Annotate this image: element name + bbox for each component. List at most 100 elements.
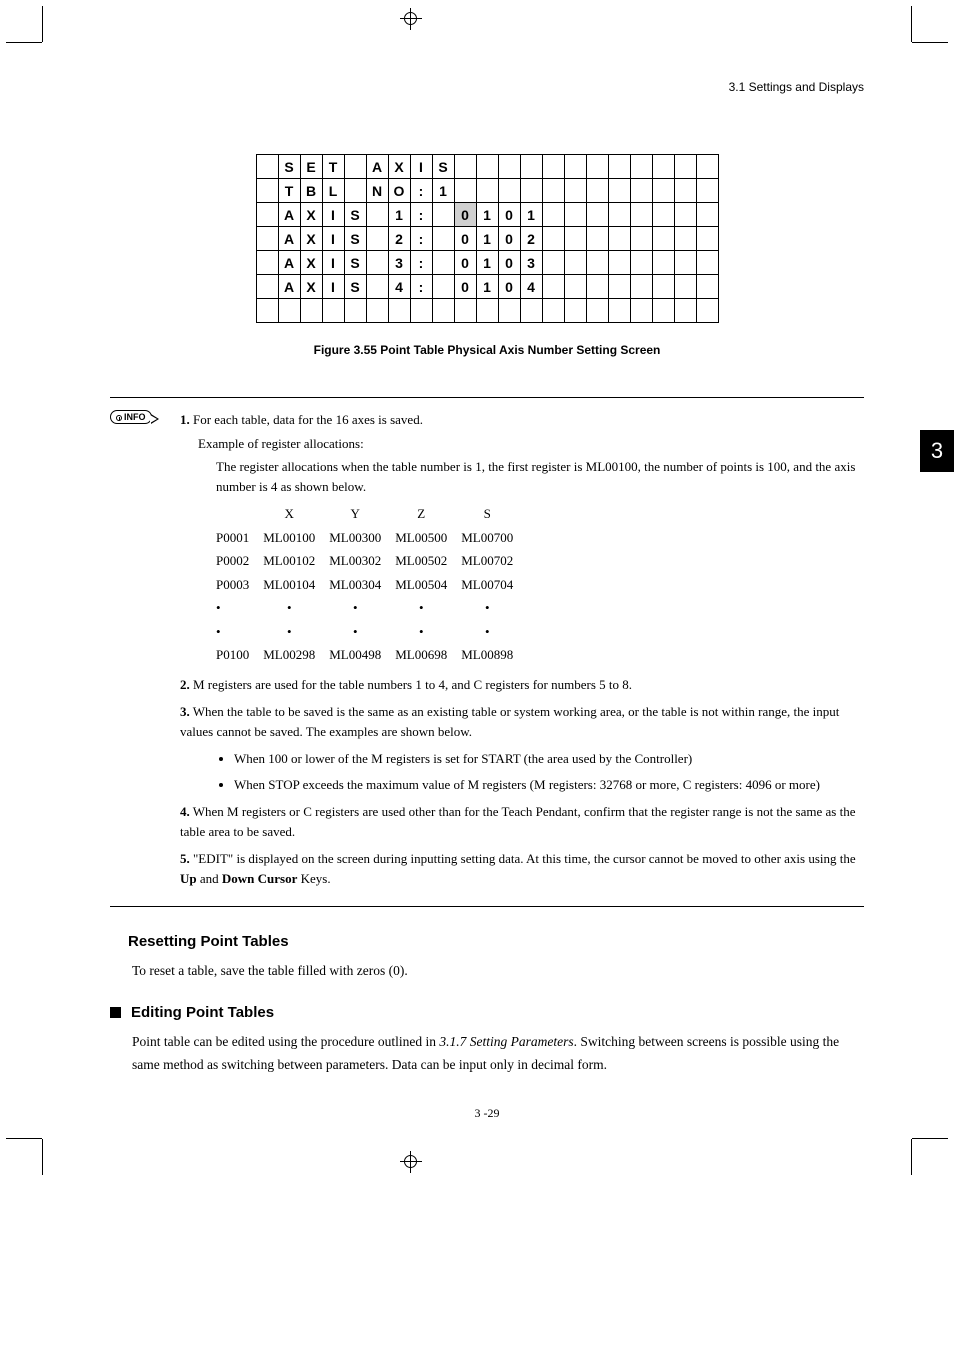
grid-cell bbox=[696, 275, 718, 299]
grid-cell: S bbox=[344, 251, 366, 275]
grid-cell: X bbox=[388, 155, 410, 179]
reg-table-cell: ML00504 bbox=[395, 573, 461, 597]
grid-cell bbox=[542, 203, 564, 227]
grid-cell bbox=[630, 299, 652, 323]
crop-mark bbox=[42, 1139, 43, 1175]
grid-cell: 0 bbox=[454, 227, 476, 251]
crop-mark bbox=[911, 1139, 912, 1175]
reg-table-cell: ML00104 bbox=[263, 573, 329, 597]
reg-table-cell: ML00702 bbox=[461, 549, 527, 573]
grid-cell bbox=[696, 203, 718, 227]
grid-cell: S bbox=[344, 275, 366, 299]
grid-cell bbox=[256, 251, 278, 275]
info-item-text: When M registers or C registers are used… bbox=[180, 804, 855, 839]
grid-cell bbox=[586, 179, 608, 203]
grid-cell bbox=[432, 203, 454, 227]
reg-table-cell: P0100 bbox=[216, 643, 263, 667]
grid-cell bbox=[256, 155, 278, 179]
grid-cell bbox=[674, 275, 696, 299]
page-number: 3 -29 bbox=[110, 1106, 864, 1121]
grid-cell bbox=[432, 251, 454, 275]
grid-cell bbox=[586, 227, 608, 251]
grid-cell bbox=[454, 299, 476, 323]
grid-cell bbox=[564, 227, 586, 251]
grid-cell: 1 bbox=[476, 203, 498, 227]
grid-cell: 0 bbox=[498, 275, 520, 299]
reg-table-cell: ML00300 bbox=[329, 526, 395, 550]
grid-cell: A bbox=[278, 251, 300, 275]
grid-cell: 4 bbox=[388, 275, 410, 299]
reg-table-cell: • bbox=[329, 596, 395, 620]
crop-mark bbox=[912, 1138, 948, 1139]
grid-cell bbox=[520, 299, 542, 323]
grid-cell: 2 bbox=[520, 227, 542, 251]
grid-cell bbox=[652, 203, 674, 227]
grid-cell: 0 bbox=[498, 227, 520, 251]
grid-cell bbox=[608, 155, 630, 179]
grid-cell bbox=[652, 251, 674, 275]
grid-cell bbox=[256, 227, 278, 251]
grid-cell bbox=[366, 203, 388, 227]
reg-table-cell: ML00898 bbox=[461, 643, 527, 667]
grid-cell: 0 bbox=[454, 251, 476, 275]
reg-table-cell: • bbox=[216, 596, 263, 620]
grid-cell bbox=[652, 227, 674, 251]
reg-table-cell: • bbox=[395, 596, 461, 620]
grid-cell bbox=[674, 155, 696, 179]
info-item-number: 5. bbox=[180, 851, 190, 866]
reg-table-header: X bbox=[263, 502, 329, 526]
reg-table-header: Y bbox=[329, 502, 395, 526]
grid-cell: I bbox=[322, 275, 344, 299]
grid-cell: O bbox=[388, 179, 410, 203]
grid-cell bbox=[696, 299, 718, 323]
info-bullet: When STOP exceeds the maximum value of M… bbox=[234, 775, 864, 795]
grid-cell bbox=[674, 227, 696, 251]
reg-table-cell: ML00500 bbox=[395, 526, 461, 550]
grid-cell: X bbox=[300, 251, 322, 275]
info-text-fragment: and bbox=[197, 871, 222, 886]
section-heading: Resetting Point Tables bbox=[128, 933, 864, 950]
body-text-fragment: Point table can be edited using the proc… bbox=[132, 1034, 439, 1049]
grid-cell bbox=[476, 155, 498, 179]
reg-table-cell: ML00102 bbox=[263, 549, 329, 573]
grid-cell bbox=[608, 251, 630, 275]
grid-cell bbox=[652, 179, 674, 203]
grid-cell: : bbox=[410, 227, 432, 251]
grid-cell: 0 bbox=[454, 275, 476, 299]
grid-cell bbox=[652, 299, 674, 323]
grid-cell: B bbox=[300, 179, 322, 203]
grid-cell: 1 bbox=[388, 203, 410, 227]
grid-cell bbox=[586, 155, 608, 179]
grid-cell: I bbox=[410, 155, 432, 179]
grid-cell bbox=[344, 179, 366, 203]
reg-table-cell: P0003 bbox=[216, 573, 263, 597]
reg-table-cell: P0001 bbox=[216, 526, 263, 550]
grid-cell bbox=[410, 299, 432, 323]
grid-cell bbox=[322, 299, 344, 323]
grid-cell bbox=[344, 155, 366, 179]
grid-cell bbox=[366, 299, 388, 323]
reg-table-cell: • bbox=[263, 620, 329, 644]
crop-mark bbox=[912, 42, 948, 43]
crop-mark bbox=[911, 6, 912, 42]
grid-cell bbox=[652, 275, 674, 299]
info-item-text: For each table, data for the 16 axes is … bbox=[193, 412, 423, 427]
grid-cell bbox=[564, 179, 586, 203]
grid-cell bbox=[256, 203, 278, 227]
grid-cell bbox=[366, 227, 388, 251]
info-item-number: 1. bbox=[180, 412, 190, 427]
grid-cell bbox=[674, 179, 696, 203]
grid-cell bbox=[256, 299, 278, 323]
grid-cell: : bbox=[410, 203, 432, 227]
grid-cell bbox=[454, 179, 476, 203]
grid-cell bbox=[344, 299, 366, 323]
grid-cell bbox=[630, 275, 652, 299]
grid-cell: 1 bbox=[476, 227, 498, 251]
grid-cell: : bbox=[410, 251, 432, 275]
grid-cell: 1 bbox=[476, 251, 498, 275]
grid-cell bbox=[256, 275, 278, 299]
grid-cell bbox=[630, 179, 652, 203]
grid-cell bbox=[432, 275, 454, 299]
grid-cell bbox=[586, 203, 608, 227]
grid-cell bbox=[542, 155, 564, 179]
